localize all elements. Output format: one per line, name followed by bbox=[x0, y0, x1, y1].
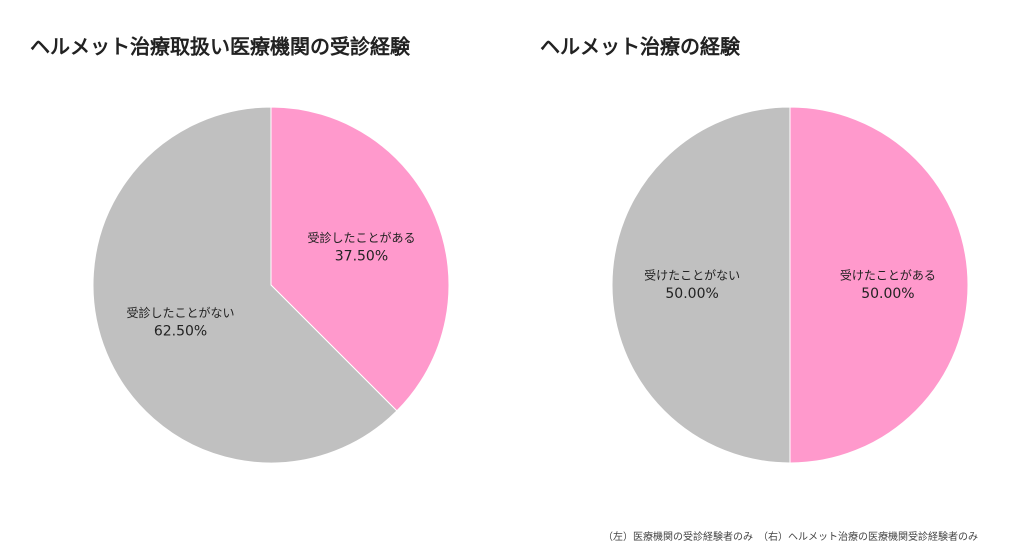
pie-slice bbox=[611, 106, 791, 464]
slice-label: 受診したことがない bbox=[127, 305, 235, 320]
slice-label: 受けたことがない bbox=[644, 268, 740, 283]
pie-slice bbox=[92, 106, 398, 464]
chart-title: ヘルメット治療取扱い医療機関の受診経験 bbox=[30, 35, 411, 59]
value-label: 50.00% bbox=[861, 286, 914, 302]
value-label: 62.50% bbox=[154, 323, 207, 339]
value-label: 50.00% bbox=[665, 286, 718, 302]
footnote: （左）医療機関の受診経験者のみ （右）ヘルメット治療の医療機関受診経験者のみ bbox=[603, 530, 978, 543]
pie-slice bbox=[789, 106, 969, 464]
slice-label: 受けたことがある bbox=[840, 268, 936, 283]
chart-title: ヘルメット治療の経験 bbox=[540, 35, 741, 59]
pie-slice bbox=[270, 106, 450, 412]
value-label: 37.50% bbox=[335, 249, 388, 265]
slice-label: 受診したことがある bbox=[307, 230, 415, 245]
